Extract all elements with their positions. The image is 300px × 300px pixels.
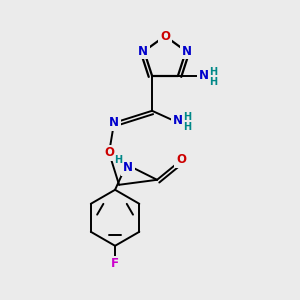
Text: N: N — [173, 114, 183, 127]
Text: N: N — [138, 45, 148, 58]
Text: N: N — [123, 161, 133, 174]
Text: O: O — [104, 146, 114, 159]
Text: H: H — [114, 155, 122, 165]
Text: O: O — [176, 153, 186, 166]
Text: O: O — [160, 29, 170, 43]
Text: F: F — [111, 257, 119, 270]
Text: H: H — [183, 112, 191, 122]
Text: N: N — [199, 69, 209, 82]
Text: N: N — [109, 116, 119, 129]
Text: H: H — [209, 67, 217, 77]
Text: H: H — [183, 122, 191, 132]
Text: N: N — [182, 45, 192, 58]
Text: H: H — [209, 77, 217, 87]
